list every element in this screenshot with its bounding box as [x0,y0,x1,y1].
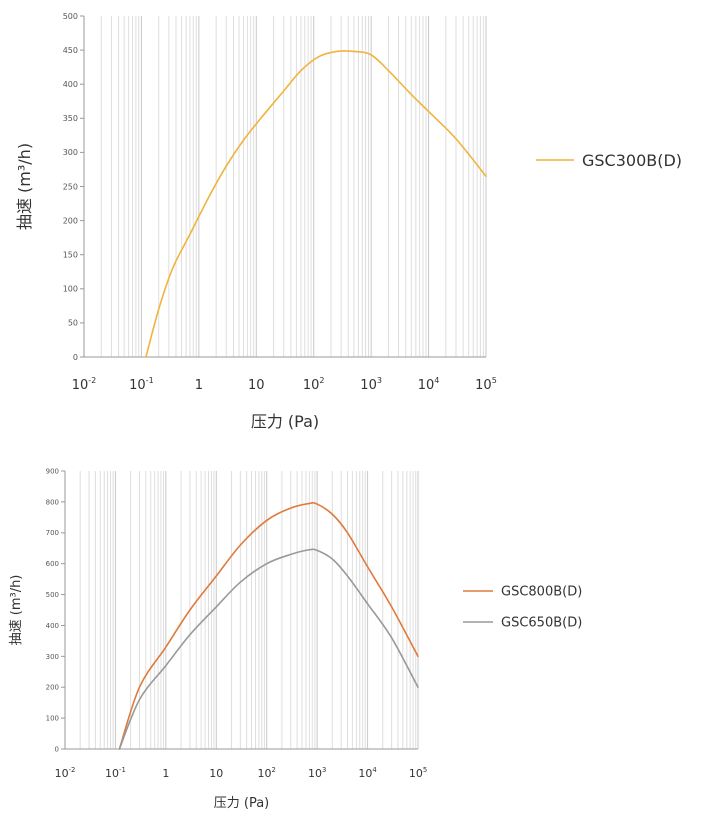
series-line-GSC800B(D) [118,502,419,750]
y-tick-label: 450 [63,46,78,55]
legend: GSC800B(D) GSC650B(D) [463,585,582,631]
x-tick-label: 104 [418,376,440,393]
y-tick-label: 200 [46,684,59,692]
y-tick-label: 350 [63,114,78,123]
x-tick-label: 1 [162,767,169,780]
legend-label: GSC300B(D) [582,151,682,170]
x-tick-label: 105 [475,376,497,393]
x-tick-label: 10-1 [129,376,154,393]
y-tick-label: 300 [46,653,59,661]
y-tick-label: 250 [63,182,78,191]
x-tick-label: 1 [195,378,203,393]
x-tick-label: 103 [360,376,382,393]
x-tick-label: 10-2 [55,766,76,780]
y-tick-label: 200 [63,216,78,225]
y-tick-label: 700 [46,529,59,537]
y-tick-label: 100 [46,715,59,723]
legend: GSC300B(D) [536,151,682,170]
y-tick-label: 500 [46,591,59,599]
y-tick-label: 900 [46,467,59,475]
y-tick-label: 400 [46,622,59,630]
x-axis-label: 压力 (Pa) [214,796,270,811]
y-tick-label: 50 [68,319,78,328]
grid-lines [64,471,419,749]
y-tick-label: 0 [73,353,78,362]
y-tick-label: 500 [63,12,78,21]
x-tick-label: 10-1 [105,766,126,780]
x-tick-label: 103 [308,766,326,780]
chart-1: 0 50 100 150 200 250 300 350 400 450 500 10-2 10-1 1 1… [15,12,682,431]
y-axis-label: 抽速 (m³/h) [9,575,24,646]
x-tick-label: 10 [248,378,265,393]
legend-label: GSC650B(D) [501,616,582,631]
grid-lines [83,16,487,357]
y-tick-label: 800 [46,498,59,506]
x-tick-label: 10-2 [72,376,97,393]
legend-label: GSC800B(D) [501,585,582,600]
y-tick-label: 150 [63,251,78,260]
x-tick-label: 105 [409,766,427,780]
series-line-GSC300B(D) [145,50,487,358]
y-tick-label: 300 [63,148,78,157]
chart-2: 0 100 200 300 400 500 600 700 800 900 10-2 10-1 1 10 1… [9,467,582,811]
x-tick-label: 102 [303,376,325,393]
y-tick-label: 400 [63,80,78,89]
series-line-GSC650B(D) [118,548,419,750]
y-tick-label: 100 [63,285,78,294]
y-axis-label: 抽速 (m³/h) [15,143,34,230]
x-axis-label: 压力 (Pa) [251,412,319,431]
x-tick-label: 104 [358,766,376,780]
x-tick-label: 10 [209,767,223,780]
x-tick-label: 102 [258,766,276,780]
y-tick-label: 600 [46,560,59,568]
y-tick-label: 0 [55,745,59,753]
